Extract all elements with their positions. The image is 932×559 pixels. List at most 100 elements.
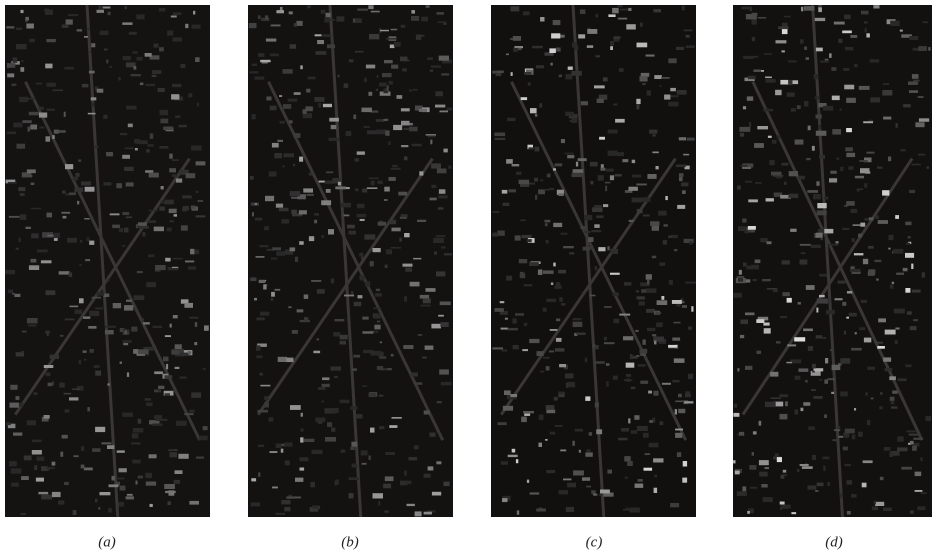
building — [122, 155, 130, 159]
building — [492, 347, 503, 349]
building — [567, 155, 574, 158]
building — [44, 365, 54, 368]
building — [912, 446, 917, 451]
building — [294, 23, 297, 27]
building — [421, 305, 431, 307]
building — [603, 204, 608, 207]
building — [681, 183, 688, 187]
building — [378, 222, 386, 226]
building — [310, 482, 315, 487]
building — [561, 233, 568, 235]
building — [150, 504, 153, 507]
building — [571, 71, 582, 76]
building — [24, 456, 32, 461]
building — [506, 276, 512, 281]
building — [798, 302, 801, 305]
building — [816, 335, 822, 338]
building — [553, 263, 555, 267]
building — [535, 114, 538, 117]
building — [802, 466, 813, 469]
building — [626, 374, 631, 377]
building — [823, 106, 833, 111]
building — [398, 192, 407, 196]
building — [258, 15, 261, 19]
building — [255, 218, 262, 221]
building — [175, 470, 183, 474]
building — [424, 410, 430, 414]
building — [300, 437, 303, 442]
building — [595, 266, 598, 271]
building — [168, 501, 171, 505]
building — [362, 108, 372, 113]
building — [260, 312, 269, 316]
building — [536, 65, 544, 68]
building — [816, 48, 823, 52]
building — [379, 83, 387, 87]
building — [134, 139, 140, 144]
building — [379, 426, 384, 429]
building — [376, 89, 378, 91]
building — [559, 364, 566, 367]
building — [107, 445, 114, 449]
building — [595, 402, 599, 407]
building — [328, 229, 334, 234]
building — [409, 90, 413, 92]
building — [543, 308, 547, 312]
building — [782, 260, 790, 264]
building — [127, 494, 133, 496]
building — [843, 433, 849, 438]
building — [522, 235, 532, 238]
building — [494, 133, 505, 137]
building — [26, 227, 31, 229]
building — [190, 249, 194, 255]
building — [739, 270, 742, 275]
building — [594, 85, 605, 88]
building — [752, 13, 758, 17]
building — [895, 215, 899, 219]
building — [46, 109, 55, 111]
building — [16, 352, 24, 356]
building — [513, 48, 518, 52]
building — [309, 236, 314, 241]
building — [340, 400, 350, 403]
building — [122, 245, 125, 247]
building — [171, 94, 179, 99]
building — [568, 382, 575, 388]
building — [752, 20, 757, 25]
building — [431, 65, 441, 67]
building — [636, 99, 640, 104]
building — [807, 190, 818, 193]
building — [879, 406, 883, 409]
building — [769, 160, 775, 165]
building — [36, 478, 44, 482]
building — [436, 271, 445, 276]
building — [851, 494, 857, 498]
building — [546, 366, 550, 370]
building — [803, 402, 810, 406]
building — [795, 376, 801, 380]
building — [646, 55, 655, 57]
building — [869, 217, 874, 220]
building — [646, 309, 655, 313]
building — [252, 114, 256, 119]
building — [21, 513, 27, 515]
building — [256, 345, 261, 350]
building — [922, 272, 925, 277]
building — [890, 285, 894, 289]
building — [836, 241, 839, 243]
building — [277, 140, 283, 142]
building — [26, 24, 34, 29]
building — [824, 414, 827, 418]
building — [106, 152, 113, 156]
building — [430, 70, 433, 72]
building — [590, 295, 596, 297]
building — [276, 204, 283, 208]
building — [418, 334, 422, 336]
building — [797, 469, 799, 472]
building — [394, 42, 401, 47]
building — [75, 309, 83, 314]
building — [754, 143, 764, 148]
building — [682, 305, 687, 308]
building — [154, 371, 163, 374]
building — [492, 233, 498, 237]
